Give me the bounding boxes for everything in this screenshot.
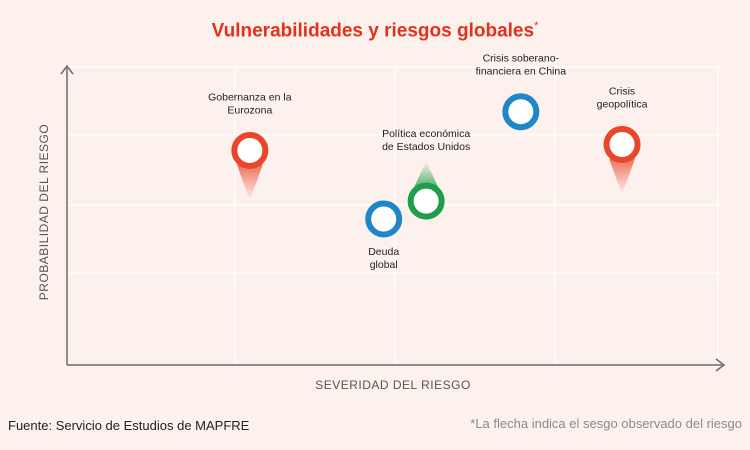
risk-label: global: [370, 259, 398, 271]
risk-marker: [603, 125, 641, 163]
risk-label: geopolítica: [597, 98, 648, 110]
risk-marker: [231, 131, 269, 169]
risk-label: Crisis soberano-: [483, 53, 560, 65]
risk-marker: [365, 200, 403, 238]
risk-label: Crisis: [609, 85, 635, 97]
risk-label: Gobernanza en la: [208, 91, 292, 103]
y-axis-label: PROBABILIDAD DEL RIESGO: [37, 124, 51, 300]
bias-arrow-down: [609, 158, 636, 195]
risk-label: de Estados Unidos: [382, 141, 470, 153]
axes: [60, 64, 726, 372]
bias-footnote: *La flecha indica el sesgo observado del…: [470, 416, 742, 431]
x-axis-label: SEVERIDAD DEL RIESGO: [315, 378, 471, 392]
risk-label: Política económica: [382, 128, 470, 140]
bias-arrow-down: [236, 164, 263, 201]
chart-title-text: Vulnerabilidades y riesgos globales: [211, 20, 535, 42]
chart-title: Vulnerabilidades y riesgos globales*: [0, 20, 750, 42]
risk-marker: [502, 93, 540, 131]
risk-label: Deuda: [368, 246, 399, 258]
risk-label: financiera en China: [476, 66, 567, 78]
risk-marker: [407, 182, 445, 220]
risk-point: Crisis soberano-financiera en China: [476, 53, 567, 131]
bias-arrow-up: [414, 161, 439, 188]
title-asterisk: *: [534, 20, 539, 32]
source-note: Fuente: Servicio de Estudios de MAPFRE: [8, 418, 250, 433]
x-axis-arrow: [715, 358, 726, 372]
risk-label: Eurozona: [227, 104, 272, 116]
data-points: Gobernanza en laEurozonaDeudaglobalPolít…: [208, 53, 648, 271]
y-axis-arrow: [60, 64, 74, 75]
